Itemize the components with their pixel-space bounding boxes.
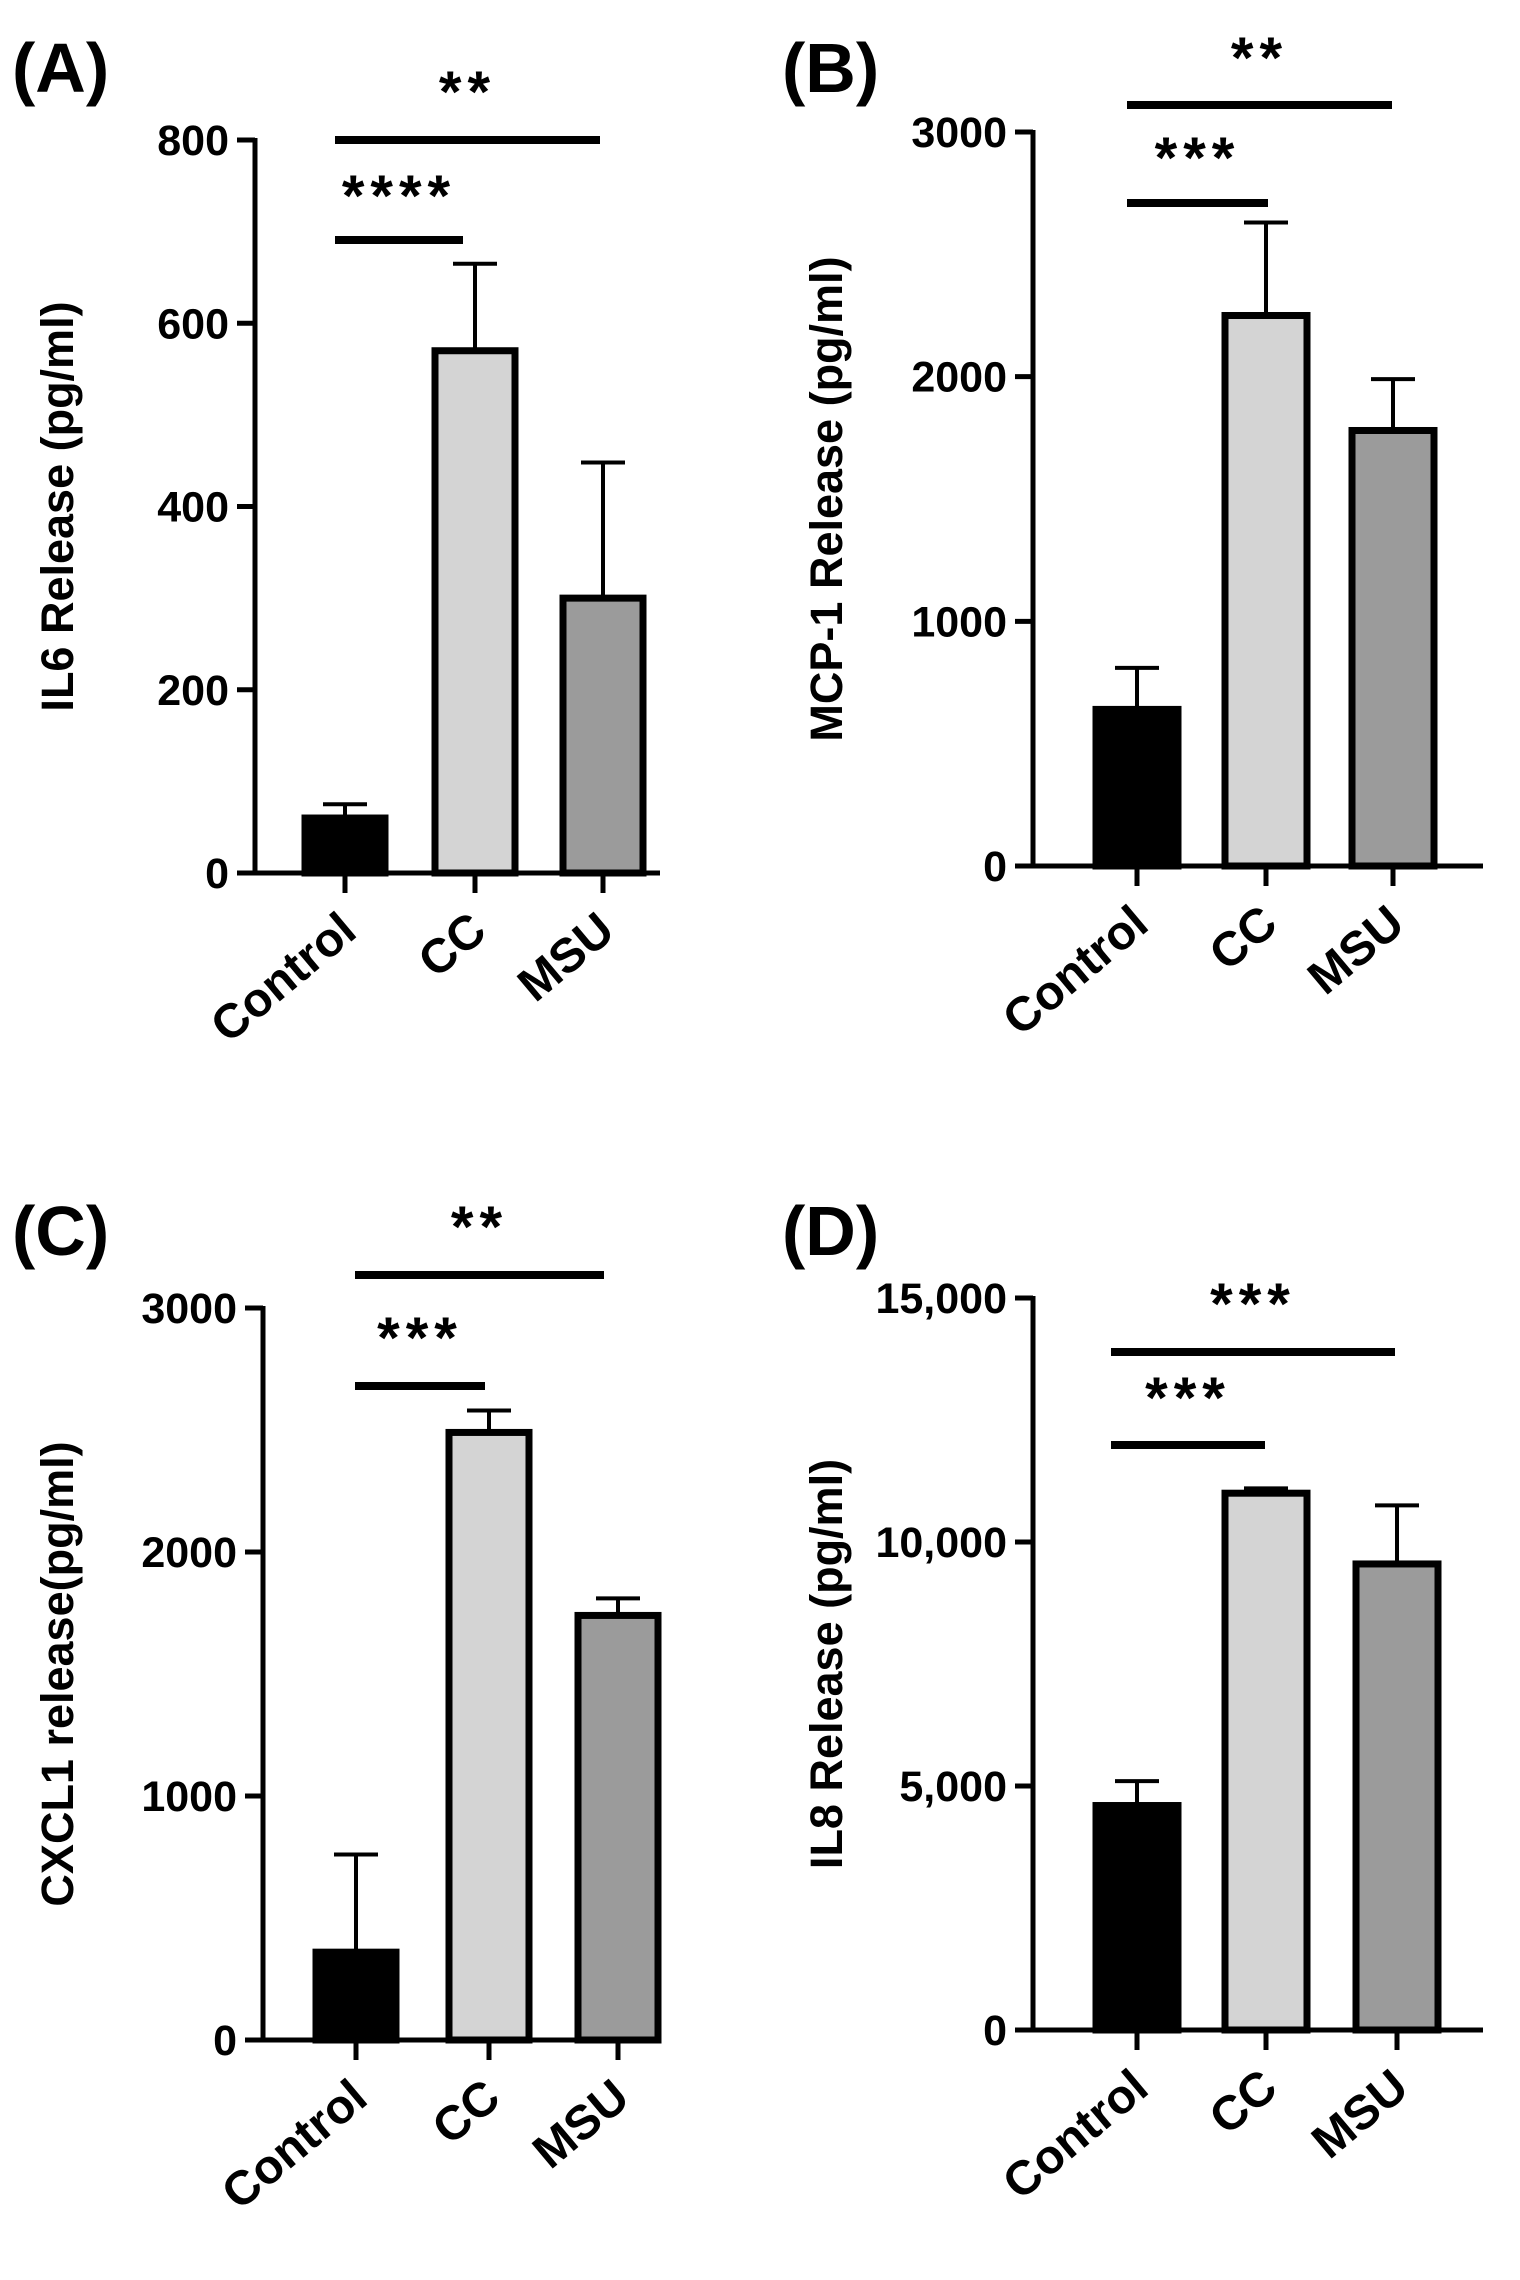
y-tick-label: 5,000 xyxy=(899,1763,1007,1811)
significance-stars: *** xyxy=(1155,126,1241,191)
y-tick-label: 600 xyxy=(157,300,229,348)
y-axis-title: IL8 Release (pg/ml) xyxy=(801,1459,852,1869)
significance-stars: *** xyxy=(377,1306,463,1371)
category-label: CC xyxy=(409,903,496,988)
y-tick-label: 3000 xyxy=(911,109,1007,157)
bar-cc xyxy=(1221,312,1311,870)
y-tick-label: 2000 xyxy=(141,1529,237,1577)
y-tick-label: 400 xyxy=(157,484,229,532)
y-tick-label: 1000 xyxy=(141,1773,237,1821)
y-tick-label: 200 xyxy=(157,667,229,715)
y-axis-title: MCP-1 Release (pg/ml) xyxy=(801,256,852,741)
bar-cc xyxy=(1221,1489,1311,2034)
significance-stars: **** xyxy=(342,164,456,229)
chart-panel-d: (D) 0 5,000 10,000 15,000 IL8 Release (pg/ml)… xyxy=(782,1192,1483,2210)
chart-panel-c: (C) 0 1000 2000 3000 CXCL1 release(pg/ml) Cont… xyxy=(12,1192,662,2220)
category-label: Control xyxy=(201,903,366,1053)
significance-stars: *** xyxy=(1210,1272,1296,1337)
category-label: MSU xyxy=(1298,896,1414,1005)
y-tick-label: 3000 xyxy=(141,1285,237,1333)
bar-msu xyxy=(1348,426,1438,870)
y-tick-label: 2000 xyxy=(911,354,1007,402)
significance-stars: ** xyxy=(439,60,496,125)
y-tick-label: 0 xyxy=(983,843,1007,891)
category-label: CC xyxy=(1200,2060,1287,2145)
bar-control xyxy=(312,1948,400,2044)
chart-panel-a: (A) 0 200 400 600 800 IL6 Release (pg/ml) Contr… xyxy=(12,29,660,1053)
bar-cc xyxy=(431,347,519,877)
significance-stars: *** xyxy=(1145,1366,1231,1431)
category-label: CC xyxy=(1200,896,1287,981)
y-tick-label: 0 xyxy=(983,2007,1007,2055)
bar-cc xyxy=(445,1428,533,2044)
y-tick-label: 10,000 xyxy=(875,1519,1007,1567)
y-tick-label: 0 xyxy=(205,850,229,898)
y-tick-label: 15,000 xyxy=(875,1275,1007,1323)
category-label: MSU xyxy=(1302,2060,1418,2169)
y-axis-title: CXCL1 release(pg/ml) xyxy=(32,1441,83,1906)
category-label: MSU xyxy=(508,903,624,1012)
bar-control xyxy=(1092,1802,1182,2034)
panel-label: (D) xyxy=(782,1192,879,1270)
chart-panel-b: (B) 0 1000 2000 3000 MCP-1 Release (pg/ml) Con… xyxy=(782,26,1483,1046)
category-label: MSU xyxy=(523,2070,639,2179)
category-label: Control xyxy=(212,2070,377,2220)
bar-msu xyxy=(574,1611,662,2044)
panel-label: (A) xyxy=(12,29,109,107)
panel-label: (C) xyxy=(12,1192,109,1270)
bar-control xyxy=(1092,705,1182,870)
y-tick-label: 0 xyxy=(213,2017,237,2065)
bar-control xyxy=(301,814,389,877)
y-tick-label: 1000 xyxy=(911,598,1007,646)
category-label: Control xyxy=(993,896,1158,1046)
significance-stars: ** xyxy=(1231,26,1288,91)
y-axis-title: IL6 Release (pg/ml) xyxy=(32,301,83,711)
significance-stars: ** xyxy=(451,1195,508,1260)
bar-msu xyxy=(559,594,647,877)
bar-msu xyxy=(1352,1560,1442,2034)
panel-label: (B) xyxy=(782,29,879,107)
y-tick-label: 800 xyxy=(157,117,229,165)
category-label: Control xyxy=(993,2060,1158,2210)
category-label: CC xyxy=(423,2070,510,2155)
